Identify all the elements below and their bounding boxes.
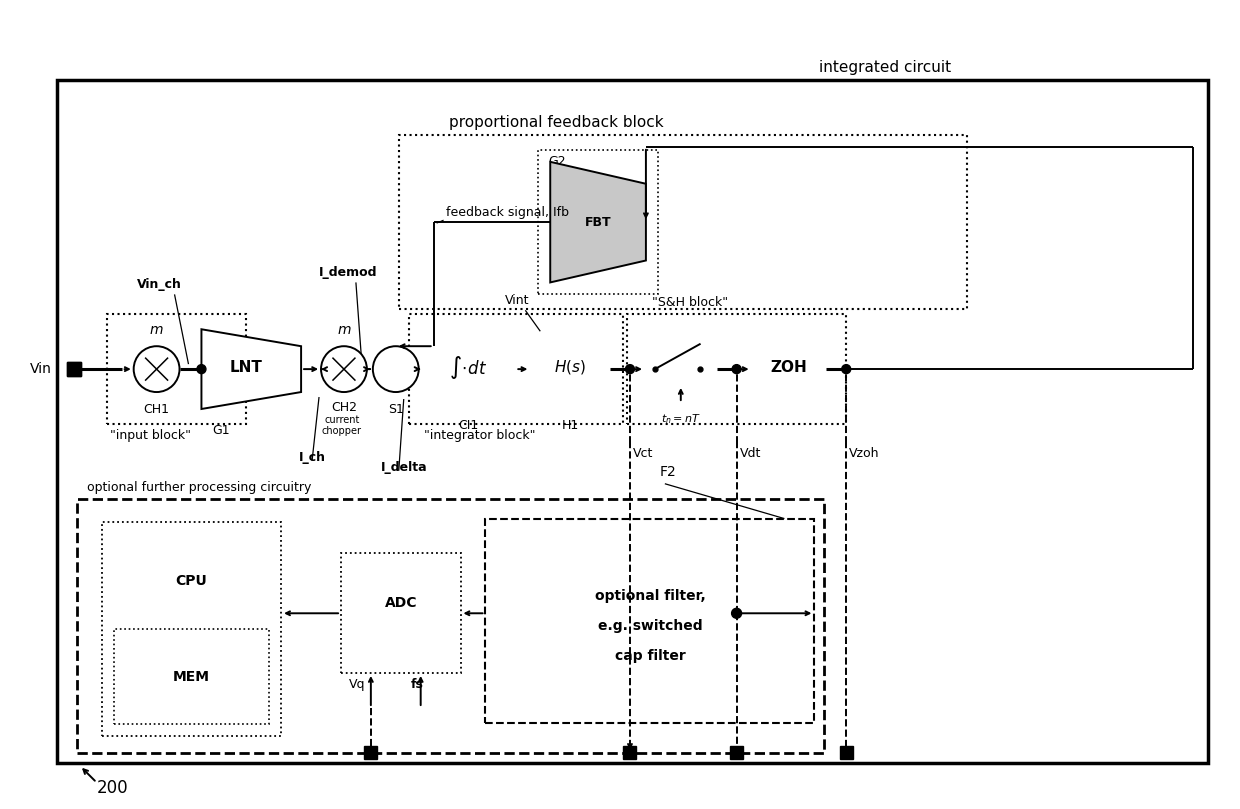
Text: fs: fs <box>410 678 424 691</box>
Text: G2: G2 <box>548 155 565 167</box>
Text: cap filter: cap filter <box>615 649 686 663</box>
Text: current
chopper: current chopper <box>322 415 362 436</box>
Text: optional filter,: optional filter, <box>594 589 706 603</box>
Text: CH1: CH1 <box>144 403 170 416</box>
Bar <box>420 331 516 407</box>
Bar <box>107 315 247 424</box>
Circle shape <box>134 346 180 392</box>
Text: I_demod: I_demod <box>319 266 377 279</box>
Text: I_delta: I_delta <box>381 461 428 474</box>
Circle shape <box>842 365 851 374</box>
Bar <box>627 315 846 424</box>
Text: FBT: FBT <box>585 216 611 229</box>
Text: ADC: ADC <box>384 596 417 610</box>
Text: ZOH: ZOH <box>770 360 807 375</box>
Bar <box>341 553 460 673</box>
Bar <box>77 498 825 753</box>
Circle shape <box>732 365 742 374</box>
Text: +: + <box>382 358 392 371</box>
Polygon shape <box>551 162 646 282</box>
Bar <box>67 362 81 376</box>
Text: $m$: $m$ <box>149 324 164 337</box>
Text: "input block": "input block" <box>110 429 191 442</box>
Text: MEM: MEM <box>172 670 210 684</box>
Circle shape <box>373 346 419 392</box>
Bar <box>57 80 1208 763</box>
Circle shape <box>197 365 206 374</box>
Bar <box>399 135 967 309</box>
Bar <box>102 522 281 736</box>
Text: 200: 200 <box>97 779 129 797</box>
Text: Vct: Vct <box>632 447 653 460</box>
Text: proportional feedback block: proportional feedback block <box>449 115 663 130</box>
Circle shape <box>321 346 367 392</box>
Text: F2: F2 <box>660 464 677 479</box>
Bar <box>486 519 815 723</box>
Text: H1: H1 <box>562 419 579 432</box>
Bar <box>531 331 610 407</box>
Bar <box>645 331 717 407</box>
Text: CH2: CH2 <box>331 401 357 414</box>
Text: $-$: $-$ <box>396 352 407 366</box>
Text: optional further processing circuitry: optional further processing circuitry <box>87 481 311 493</box>
Bar <box>538 150 658 294</box>
Text: Vdt: Vdt <box>739 447 761 460</box>
Text: $H(s)$: $H(s)$ <box>554 358 587 376</box>
Bar <box>730 747 743 760</box>
Bar <box>624 747 636 760</box>
Bar <box>365 747 377 760</box>
Text: Vq: Vq <box>348 678 366 691</box>
Text: feedback signal, Ifb: feedback signal, Ifb <box>445 206 569 219</box>
Bar <box>114 629 269 724</box>
Text: Vin_ch: Vin_ch <box>136 278 181 291</box>
Bar <box>67 362 81 376</box>
Text: integrated circuit: integrated circuit <box>820 60 951 75</box>
Text: $m$: $m$ <box>337 324 351 337</box>
Circle shape <box>625 365 635 374</box>
Polygon shape <box>201 329 301 409</box>
Text: Vin: Vin <box>30 362 52 376</box>
Circle shape <box>732 608 742 618</box>
Text: S1: S1 <box>388 403 404 416</box>
Bar <box>839 747 853 760</box>
Text: I_ch: I_ch <box>299 451 326 464</box>
Text: e.g. switched: e.g. switched <box>598 619 702 633</box>
Text: Vzoh: Vzoh <box>849 447 879 460</box>
Text: $t_n = nT$: $t_n = nT$ <box>661 412 701 426</box>
Text: CI1: CI1 <box>458 419 479 432</box>
Bar <box>751 331 826 407</box>
Text: LNT: LNT <box>229 360 263 375</box>
Text: "integrator block": "integrator block" <box>424 429 536 442</box>
Text: CPU: CPU <box>176 574 207 588</box>
Text: "S&H block": "S&H block" <box>652 296 728 309</box>
Text: Vint: Vint <box>506 294 529 307</box>
Text: $\int \!\cdot\! dt$: $\int \!\cdot\! dt$ <box>449 354 487 380</box>
Bar <box>409 315 622 424</box>
Text: G1: G1 <box>212 424 231 437</box>
